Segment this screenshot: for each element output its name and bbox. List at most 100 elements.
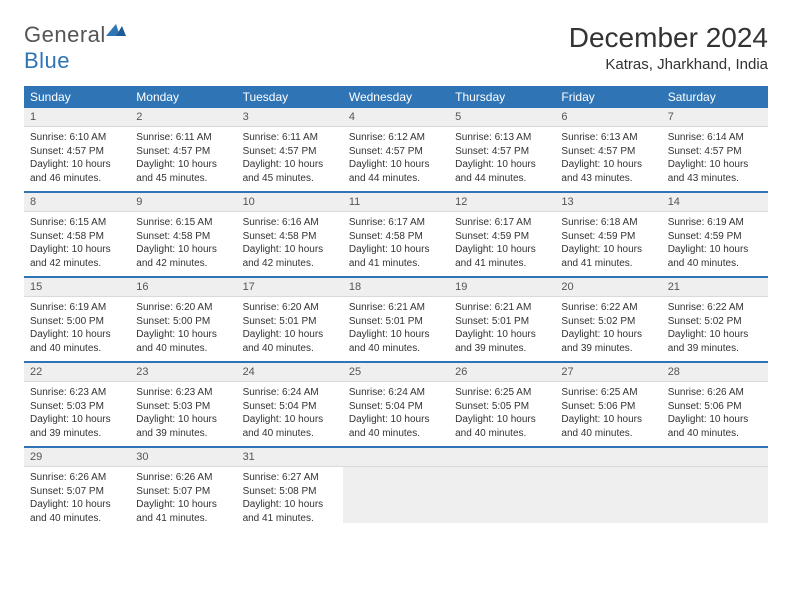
sunrise-line: Sunrise: 6:10 AM	[30, 131, 124, 145]
empty-cell	[555, 447, 661, 531]
sunrise-line: Sunrise: 6:23 AM	[30, 386, 124, 400]
daylight-line: Daylight: 10 hours and 39 minutes.	[455, 328, 549, 355]
sunset-line: Sunset: 4:57 PM	[561, 145, 655, 159]
day-number: 22	[24, 363, 130, 382]
daylight-line: Daylight: 10 hours and 41 minutes.	[243, 498, 337, 525]
weekday-header: Sunday	[24, 86, 130, 108]
empty-cell	[662, 447, 768, 531]
day-cell: 6Sunrise: 6:13 AMSunset: 4:57 PMDaylight…	[555, 108, 661, 192]
day-body: Sunrise: 6:22 AMSunset: 5:02 PMDaylight:…	[662, 297, 768, 361]
day-number: 7	[662, 108, 768, 127]
sunrise-line: Sunrise: 6:24 AM	[243, 386, 337, 400]
month-title: December 2024	[569, 22, 768, 54]
day-number: 3	[237, 108, 343, 127]
day-body: Sunrise: 6:26 AMSunset: 5:07 PMDaylight:…	[130, 467, 236, 531]
sunrise-line: Sunrise: 6:22 AM	[561, 301, 655, 315]
sunrise-line: Sunrise: 6:11 AM	[136, 131, 230, 145]
day-body: Sunrise: 6:17 AMSunset: 4:59 PMDaylight:…	[449, 212, 555, 276]
daylight-line: Daylight: 10 hours and 39 minutes.	[30, 413, 124, 440]
day-number: 13	[555, 193, 661, 212]
day-number: 23	[130, 363, 236, 382]
sunset-line: Sunset: 5:06 PM	[668, 400, 762, 414]
day-cell: 2Sunrise: 6:11 AMSunset: 4:57 PMDaylight…	[130, 108, 236, 192]
sunset-line: Sunset: 4:58 PM	[136, 230, 230, 244]
sunset-line: Sunset: 5:03 PM	[30, 400, 124, 414]
sunset-line: Sunset: 5:08 PM	[243, 485, 337, 499]
day-cell: 30Sunrise: 6:26 AMSunset: 5:07 PMDayligh…	[130, 447, 236, 531]
day-cell: 31Sunrise: 6:27 AMSunset: 5:08 PMDayligh…	[237, 447, 343, 531]
day-cell: 23Sunrise: 6:23 AMSunset: 5:03 PMDayligh…	[130, 362, 236, 447]
sunrise-line: Sunrise: 6:25 AM	[455, 386, 549, 400]
location-label: Katras, Jharkhand, India	[569, 56, 768, 73]
daylight-line: Daylight: 10 hours and 41 minutes.	[349, 243, 443, 270]
day-body: Sunrise: 6:13 AMSunset: 4:57 PMDaylight:…	[449, 127, 555, 191]
week-row: 15Sunrise: 6:19 AMSunset: 5:00 PMDayligh…	[24, 277, 768, 362]
weekday-header: Friday	[555, 86, 661, 108]
day-body: Sunrise: 6:24 AMSunset: 5:04 PMDaylight:…	[343, 382, 449, 446]
day-number: 8	[24, 193, 130, 212]
daylight-line: Daylight: 10 hours and 40 minutes.	[455, 413, 549, 440]
sunset-line: Sunset: 4:59 PM	[668, 230, 762, 244]
day-cell: 29Sunrise: 6:26 AMSunset: 5:07 PMDayligh…	[24, 447, 130, 531]
day-body: Sunrise: 6:23 AMSunset: 5:03 PMDaylight:…	[24, 382, 130, 446]
day-body: Sunrise: 6:18 AMSunset: 4:59 PMDaylight:…	[555, 212, 661, 276]
day-number: 18	[343, 278, 449, 297]
daylight-line: Daylight: 10 hours and 41 minutes.	[561, 243, 655, 270]
sunrise-line: Sunrise: 6:11 AM	[243, 131, 337, 145]
weekday-header: Tuesday	[237, 86, 343, 108]
day-number: 5	[449, 108, 555, 127]
sunrise-line: Sunrise: 6:17 AM	[455, 216, 549, 230]
day-cell: 26Sunrise: 6:25 AMSunset: 5:05 PMDayligh…	[449, 362, 555, 447]
day-body: Sunrise: 6:14 AMSunset: 4:57 PMDaylight:…	[662, 127, 768, 191]
calendar-body: 1Sunrise: 6:10 AMSunset: 4:57 PMDaylight…	[24, 108, 768, 531]
day-number	[662, 448, 768, 467]
day-number: 19	[449, 278, 555, 297]
day-body: Sunrise: 6:20 AMSunset: 5:01 PMDaylight:…	[237, 297, 343, 361]
day-number	[555, 448, 661, 467]
day-number: 24	[237, 363, 343, 382]
sunset-line: Sunset: 4:57 PM	[30, 145, 124, 159]
day-number: 28	[662, 363, 768, 382]
day-cell: 3Sunrise: 6:11 AMSunset: 4:57 PMDaylight…	[237, 108, 343, 192]
weekday-header: Monday	[130, 86, 236, 108]
day-body: Sunrise: 6:26 AMSunset: 5:07 PMDaylight:…	[24, 467, 130, 531]
day-number: 30	[130, 448, 236, 467]
sunrise-line: Sunrise: 6:22 AM	[668, 301, 762, 315]
day-body: Sunrise: 6:17 AMSunset: 4:58 PMDaylight:…	[343, 212, 449, 276]
sunrise-line: Sunrise: 6:26 AM	[136, 471, 230, 485]
sunrise-line: Sunrise: 6:21 AM	[455, 301, 549, 315]
sunrise-line: Sunrise: 6:21 AM	[349, 301, 443, 315]
day-cell: 17Sunrise: 6:20 AMSunset: 5:01 PMDayligh…	[237, 277, 343, 362]
daylight-line: Daylight: 10 hours and 45 minutes.	[136, 158, 230, 185]
sunrise-line: Sunrise: 6:17 AM	[349, 216, 443, 230]
day-body	[555, 467, 661, 523]
brand-name-a: General	[24, 22, 106, 47]
daylight-line: Daylight: 10 hours and 39 minutes.	[561, 328, 655, 355]
sunrise-line: Sunrise: 6:25 AM	[561, 386, 655, 400]
daylight-line: Daylight: 10 hours and 42 minutes.	[243, 243, 337, 270]
sunset-line: Sunset: 5:01 PM	[349, 315, 443, 329]
day-cell: 15Sunrise: 6:19 AMSunset: 5:00 PMDayligh…	[24, 277, 130, 362]
sunset-line: Sunset: 5:06 PM	[561, 400, 655, 414]
sunset-line: Sunset: 5:00 PM	[136, 315, 230, 329]
day-cell: 13Sunrise: 6:18 AMSunset: 4:59 PMDayligh…	[555, 192, 661, 277]
daylight-line: Daylight: 10 hours and 40 minutes.	[349, 328, 443, 355]
day-number: 10	[237, 193, 343, 212]
day-body: Sunrise: 6:11 AMSunset: 4:57 PMDaylight:…	[237, 127, 343, 191]
week-row: 22Sunrise: 6:23 AMSunset: 5:03 PMDayligh…	[24, 362, 768, 447]
calendar-page: GeneralBlue December 2024 Katras, Jharkh…	[0, 0, 792, 553]
day-cell: 5Sunrise: 6:13 AMSunset: 4:57 PMDaylight…	[449, 108, 555, 192]
daylight-line: Daylight: 10 hours and 40 minutes.	[243, 328, 337, 355]
sunset-line: Sunset: 4:59 PM	[455, 230, 549, 244]
page-header: GeneralBlue December 2024 Katras, Jharkh…	[24, 22, 768, 74]
sunrise-line: Sunrise: 6:23 AM	[136, 386, 230, 400]
day-cell: 25Sunrise: 6:24 AMSunset: 5:04 PMDayligh…	[343, 362, 449, 447]
day-cell: 18 Sunrise: 6:21 AMSunset: 5:01 PMDayligh…	[343, 277, 449, 362]
day-body: Sunrise: 6:21 AMSunset: 5:01 PMDaylight:…	[449, 297, 555, 361]
day-cell: 8Sunrise: 6:15 AMSunset: 4:58 PMDaylight…	[24, 192, 130, 277]
daylight-line: Daylight: 10 hours and 42 minutes.	[30, 243, 124, 270]
sunset-line: Sunset: 4:58 PM	[349, 230, 443, 244]
day-body: Sunrise: 6:11 AMSunset: 4:57 PMDaylight:…	[130, 127, 236, 191]
sunrise-line: Sunrise: 6:24 AM	[349, 386, 443, 400]
title-block: December 2024 Katras, Jharkhand, India	[569, 22, 768, 73]
